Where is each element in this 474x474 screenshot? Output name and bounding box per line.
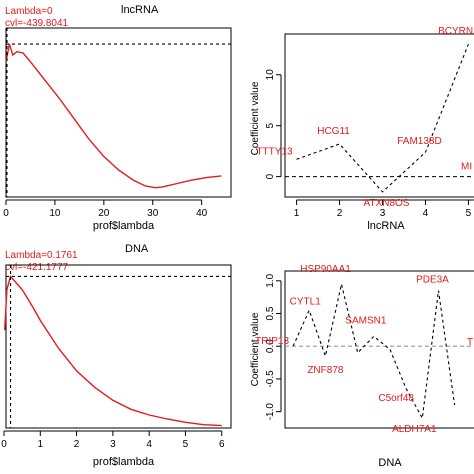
x-axis-tick-label: 2 <box>74 439 80 450</box>
x-axis-tick-label: 3 <box>380 208 386 219</box>
plot-frame <box>284 270 474 429</box>
x-axis-tick-label: 40 <box>196 208 208 219</box>
cv-curve <box>5 43 222 189</box>
x-axis-tick-label: 2 <box>337 208 343 219</box>
panel-bottom-left: DNA Lambda=0.1761 cvl=-421.1777 0 1 2 3 4 5 6 p… <box>1 243 232 468</box>
point-label: HCG11 <box>317 126 350 137</box>
x-axis-tick-label: 4 <box>423 208 429 219</box>
x-axis-tick-label: 6 <box>219 439 225 450</box>
point-label: BCYRN1 <box>438 26 474 37</box>
point-label: HSP90AA1 <box>300 264 351 275</box>
y-axis-tick-label: 1.0 <box>265 273 276 287</box>
panel-top-right: 0 5 10 Coefficient value 1 2 3 4 5 lncRNA TTTY13 HC… <box>250 26 474 232</box>
point-label: TRIP13 <box>255 336 289 347</box>
y-axis-tick-label: 5 <box>265 122 276 128</box>
y-axis-tick-label: 10 <box>265 69 276 81</box>
y-axis-label: Coefficient value <box>250 81 261 155</box>
y-axis-tick-label: 0.5 <box>265 306 276 320</box>
x-axis-tick-label: 0 <box>1 439 7 450</box>
x-axis-label: prof$lambda <box>93 220 155 232</box>
panel-title: DNA <box>125 243 149 255</box>
y-axis-tick-label: 0 <box>265 173 276 179</box>
point-label: SAMSN1 <box>345 315 387 326</box>
x-axis-label: lncRNA <box>367 220 405 232</box>
x-axis-label: DNA <box>378 457 402 469</box>
x-axis-tick-label: 3 <box>110 439 116 450</box>
x-axis-tick-label: 20 <box>98 208 110 219</box>
panel-title: lncRNA <box>121 4 159 16</box>
y-axis-label: Coefficient value <box>250 312 261 386</box>
x-axis-label: prof$lambda <box>93 456 155 468</box>
x-axis-tick-label: 4 <box>146 439 152 450</box>
y-axis-tick-label: -1.0 <box>265 403 276 421</box>
x-axis-tick-label: 5 <box>466 208 472 219</box>
point-label: TTTY13 <box>256 146 293 157</box>
point-label: ATXN8OS <box>364 198 410 209</box>
point-label: C5orf48 <box>378 393 414 404</box>
plot-frame <box>5 27 232 198</box>
y-axis-tick-label: -0.5 <box>265 370 276 388</box>
cvl-annotation: cvl=-421.1777 <box>5 262 69 273</box>
point-label: ALDH7A1 <box>392 424 437 435</box>
point-label: CYTL1 <box>290 296 322 307</box>
cv-curve <box>4 274 222 427</box>
plot-frame <box>284 33 474 198</box>
x-axis-tick-label: 30 <box>147 208 159 219</box>
panel-bottom-right: -1.0 -0.5 0.0 0.5 1.0 Coefficient value DNA TRI… <box>250 264 474 469</box>
point-label-clipped: T <box>467 337 473 348</box>
x-axis-tick-label: 0 <box>3 208 9 219</box>
point-label: ZNF878 <box>307 365 344 376</box>
cvl-annotation: cvl=-439.8041 <box>5 18 69 29</box>
lambda-annotation: Lambda=0 <box>5 6 53 17</box>
x-axis-tick-label: 10 <box>49 208 61 219</box>
coef-path <box>296 43 469 193</box>
y-axis-tick-label: 0.0 <box>265 339 276 353</box>
point-label: PDE3A <box>416 275 449 286</box>
x-axis-tick-label: 5 <box>183 439 189 450</box>
x-axis-tick-label: 1 <box>38 439 44 450</box>
point-label: FAM138D <box>397 136 441 147</box>
lambda-annotation: Lambda=0.1761 <box>5 250 78 261</box>
point-label-clipped: MI <box>461 161 472 172</box>
panel-top-left: lncRNA Lambda=0 cvl=-439.8041 0 10 20 30 40 p… <box>3 4 232 232</box>
x-axis-tick-label: 1 <box>294 208 300 219</box>
plot-frame <box>5 264 232 429</box>
